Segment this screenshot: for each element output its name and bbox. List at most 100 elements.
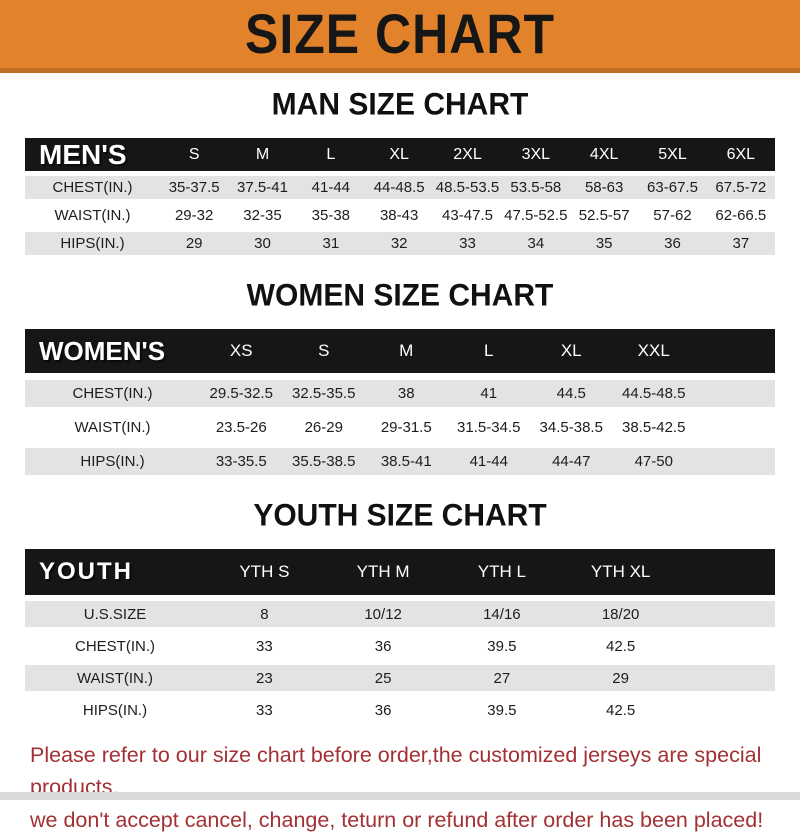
cell-value: 29 (612, 669, 629, 687)
table-row: WAIST(IN.) 23 25 27 29 (25, 665, 775, 691)
cell-value: 38 (397, 385, 415, 402)
table-row: HIPS(IN.) 33-35.5 35.5-38.5 38.5-41 41-44 44-… (25, 448, 775, 475)
cell-value: 41-44 (469, 453, 508, 470)
section-heading: MAN SIZE CHART (271, 87, 529, 122)
bottom-divider (0, 792, 800, 800)
column-header: 4XL (589, 145, 619, 163)
cell-value: 48.5-53.5 (435, 179, 500, 196)
cell-value: 42.5 (606, 701, 636, 719)
cell-value: 57-62 (653, 207, 692, 224)
table-header-bar: YOUTH YTH S YTH M YTH L YTH XL (25, 549, 775, 595)
footer-note: Please refer to our size chart before or… (30, 739, 800, 836)
cell-value: 30 (254, 235, 271, 252)
column-header: 2XL (453, 145, 482, 163)
table-header-bar: WOMEN'S XS S M L XL XXL (25, 329, 775, 373)
column-header: XXL (637, 341, 670, 360)
cell-value: 39.5 (487, 701, 517, 719)
cell-value: 58-63 (584, 179, 624, 196)
cell-value: 33 (256, 637, 273, 655)
table-header-bar: MEN'S S M L XL 2XL 3XL 4XL 5XL 6XL (25, 138, 775, 171)
row-label: WAIST(IN.) (76, 669, 154, 687)
footer-line-1: Please refer to our size chart before or… (30, 743, 762, 800)
cell-value: 37.5-41 (237, 179, 288, 196)
cell-value: 14/16 (483, 605, 521, 623)
cell-value: 62-66.5 (715, 207, 767, 224)
table-row: CHEST(IN.) 33 36 39.5 42.5 (25, 633, 775, 659)
cell-value: 38.5-41 (380, 453, 432, 470)
cell-value: 10/12 (364, 605, 402, 623)
footer-line-2: we don't accept cancel, change, teturn o… (30, 807, 764, 832)
cell-value: 32-35 (243, 207, 282, 224)
column-header: XL (560, 341, 582, 360)
cell-value: 31.5-34.5 (457, 419, 521, 436)
cell-value: 38.5-42.5 (622, 419, 686, 436)
table-title: MEN'S (39, 138, 127, 170)
cell-value: 34 (527, 235, 545, 252)
cell-value: 44-48.5 (373, 179, 425, 196)
section-heading: WOMEN SIZE CHART (246, 278, 554, 313)
column-header: 5XL (658, 145, 687, 163)
cell-value: 29.5-32.5 (209, 385, 273, 402)
cell-value: 8 (260, 605, 269, 623)
cell-value: 33-35.5 (215, 453, 267, 470)
cell-value: 33 (256, 701, 273, 719)
banner: SIZE CHART (0, 0, 800, 73)
column-header: M (255, 145, 270, 163)
cell-value: 32 (390, 235, 408, 252)
row-label: HIPS(IN.) (80, 453, 145, 470)
cell-value: 44.5 (556, 385, 586, 402)
cell-value: 29-31.5 (380, 419, 432, 436)
cell-value: 35-37.5 (168, 179, 220, 196)
table-row: U.S.SIZE 8 10/12 14/16 18/20 (25, 601, 775, 627)
cell-value: 33 (459, 235, 476, 252)
cell-value: 32.5-35.5 (292, 385, 356, 402)
cell-value: 37 (732, 235, 750, 252)
cell-value: 35.5-38.5 (292, 453, 356, 470)
column-header: S (188, 145, 200, 163)
table-title: YOUTH (39, 558, 133, 585)
cell-value: 44-47 (552, 453, 591, 470)
row-label: U.S.SIZE (83, 605, 147, 623)
column-header: M (399, 341, 414, 360)
row-label: WAIST(IN.) (54, 207, 131, 224)
section-youth: YOUTH SIZE CHART YOUTH YTH S YTH M YTH L YTH … (0, 498, 800, 723)
section-men: MAN SIZE CHART MEN'S S M L XL 2XL 3XL 4XL 5XL 6XL C… (0, 87, 800, 255)
cell-value: 39.5 (487, 637, 517, 655)
table-row: WAIST(IN.) 29-32 32-35 35-38 38-43 43-47.5 47.… (25, 204, 775, 227)
cell-value: 47-50 (634, 453, 673, 470)
cell-value: 38-43 (379, 207, 419, 224)
cell-value: 41-44 (311, 179, 351, 196)
cell-value: 27 (493, 669, 511, 687)
cell-value: 29-32 (174, 207, 214, 224)
row-label: HIPS(IN.) (82, 701, 148, 719)
cell-value: 31 (322, 235, 340, 252)
cell-value: 41 (480, 385, 498, 402)
table-row: CHEST(IN.) 29.5-32.5 32.5-35.5 38 41 44.5 44.5… (25, 380, 775, 407)
column-header: L (484, 341, 494, 360)
column-header: 6XL (726, 145, 756, 163)
table-row: HIPS(IN.) 33 36 39.5 42.5 (25, 697, 775, 723)
section-women: WOMEN SIZE CHART WOMEN'S XS S M L XL XXL CHEST(I… (0, 278, 800, 475)
cell-value: 25 (374, 669, 392, 687)
cell-value: 18/20 (601, 605, 640, 623)
row-label: WAIST(IN.) (74, 419, 151, 436)
table-title: WOMEN'S (39, 335, 166, 366)
women-size-table: WOMEN'S XS S M L XL XXL CHEST(IN.) 29.5-32.5 32.5… (25, 329, 775, 475)
table-row: CHEST(IN.) 35-37.5 37.5-41 41-44 44-48.5 48.5… (25, 176, 775, 199)
cell-value: 43-47.5 (442, 207, 493, 224)
section-heading: YOUTH SIZE CHART (253, 498, 547, 533)
cell-value: 36 (664, 235, 681, 252)
column-header: YTH L (477, 562, 526, 581)
cell-value: 29 (185, 235, 203, 252)
column-header: L (326, 145, 336, 163)
row-label: CHEST(IN.) (72, 385, 153, 402)
cell-value: 35-38 (311, 207, 351, 224)
youth-size-table: YOUTH YTH S YTH M YTH L YTH XL U.S.SIZE 8 10/12… (25, 549, 775, 723)
banner-title: SIZE CHART (245, 2, 555, 66)
row-label: HIPS(IN.) (60, 235, 125, 252)
table-row: WAIST(IN.) 23.5-26 26-29 29-31.5 31.5-34.5 34… (25, 414, 775, 441)
column-header: XL (389, 145, 409, 163)
column-header: YTH S (239, 562, 290, 581)
column-header: XS (229, 341, 253, 360)
